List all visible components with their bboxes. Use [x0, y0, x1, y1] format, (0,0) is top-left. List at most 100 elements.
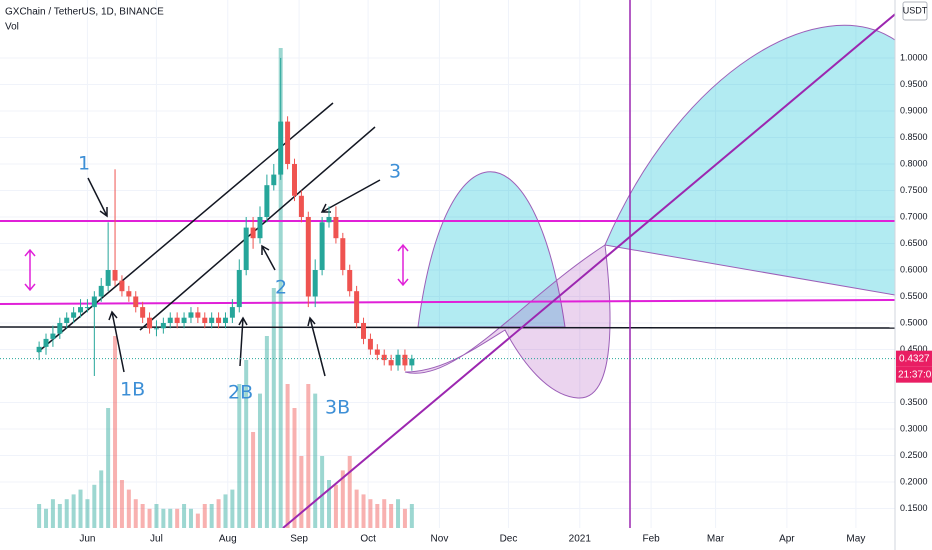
price-axis [895, 0, 932, 550]
candle-body [236, 269, 242, 308]
last-price: 0.4327 [899, 353, 930, 364]
volume-bar [154, 504, 159, 528]
candle-body [222, 317, 228, 323]
last-price-box [896, 350, 932, 367]
y-tick-label: 0.6500 [900, 238, 928, 248]
x-tick-label: Jul [150, 534, 163, 545]
volume-bar [278, 48, 283, 528]
volume-bar [292, 408, 297, 528]
volume-bar [195, 513, 200, 528]
volume-bar [409, 504, 414, 528]
candle-body [105, 269, 111, 286]
candle-body [285, 121, 291, 164]
volume-label: Vol [5, 22, 19, 33]
volume-bar [264, 336, 269, 528]
volume-bar [244, 360, 249, 528]
candle-body [291, 163, 297, 196]
range-arrows [24, 243, 409, 292]
volume-bar [299, 456, 304, 528]
drawings [0, 0, 913, 529]
y-tick-label: 0.5500 [900, 291, 928, 301]
candle-body [229, 307, 235, 318]
annotation: 2 [275, 277, 287, 299]
y-tick-label: 0.2500 [900, 450, 928, 460]
volume-bar [64, 499, 69, 528]
candle-body [388, 360, 394, 366]
x-tick-label: May [846, 534, 865, 545]
volume-bar [140, 504, 145, 528]
annotation: 1B [120, 379, 145, 401]
volume-bar [99, 470, 104, 528]
volume-bar [168, 508, 173, 528]
candle-body [140, 307, 146, 318]
candle-body [181, 317, 187, 323]
candle-body [278, 121, 284, 175]
candle-body [133, 296, 139, 308]
volume-bar [133, 499, 138, 528]
volume-bar [251, 432, 256, 528]
candle-body [374, 349, 380, 355]
candle-body [347, 269, 353, 292]
candle-body [112, 269, 118, 281]
candle-body [361, 322, 367, 339]
candle-body [216, 317, 222, 323]
volume-bar [306, 384, 311, 528]
candle-body [367, 338, 373, 350]
volume-bar [71, 494, 76, 528]
candle-body [57, 322, 63, 334]
x-tick-label: Oct [360, 534, 376, 545]
volume-bar [382, 499, 387, 528]
volume-bar [402, 508, 407, 528]
candle-body [174, 317, 180, 323]
candle-body [257, 216, 263, 239]
candle-body [312, 269, 318, 297]
candle-body [126, 291, 132, 297]
volume-bar [182, 504, 187, 528]
volume-bar [389, 504, 394, 528]
x-tick-label: Dec [500, 534, 518, 545]
volume-bar [175, 508, 180, 528]
y-tick-label: 0.3000 [900, 423, 928, 433]
y-tick-label: 0.5000 [900, 317, 928, 327]
candle-body [409, 358, 415, 366]
volume-bar [92, 484, 97, 528]
candle-body [402, 354, 408, 366]
candle-body [395, 354, 401, 366]
candle-body [64, 317, 70, 323]
candle-body [84, 307, 90, 309]
candle-body [78, 307, 84, 313]
volume-bar [106, 408, 111, 528]
volume-bar [78, 489, 83, 528]
countdown-box [896, 366, 932, 383]
candle-body [202, 317, 208, 323]
trend-line [282, 0, 913, 529]
candle-body [354, 291, 360, 323]
candle-body [264, 185, 270, 217]
candle-body [153, 328, 159, 330]
candle-body [209, 317, 215, 323]
y-tick-label: 0.9500 [900, 79, 928, 89]
support-line [0, 299, 896, 305]
volume-bar [44, 508, 49, 528]
candle-body [43, 338, 49, 347]
currency: USDT [903, 5, 928, 15]
candle-body [333, 216, 339, 239]
candle-body [381, 354, 387, 361]
y-tick-label: 0.6000 [900, 264, 928, 274]
candle-body [91, 296, 97, 308]
x-tick-label: Nov [431, 534, 449, 545]
cyan-arc [417, 171, 566, 328]
annotation: 3 [389, 161, 401, 183]
volume-bar [368, 499, 373, 528]
pointer-arrows [87, 177, 381, 377]
candle-body [71, 312, 77, 318]
candle-body [271, 174, 277, 186]
currency-box [902, 1, 928, 21]
y-tick-label: 1.0000 [900, 52, 928, 62]
candle-body [243, 227, 249, 270]
candle-body [250, 227, 256, 239]
y-tick-label: 0.7000 [900, 211, 928, 221]
volume-bar [126, 489, 131, 528]
x-tick-label: Aug [219, 534, 237, 545]
